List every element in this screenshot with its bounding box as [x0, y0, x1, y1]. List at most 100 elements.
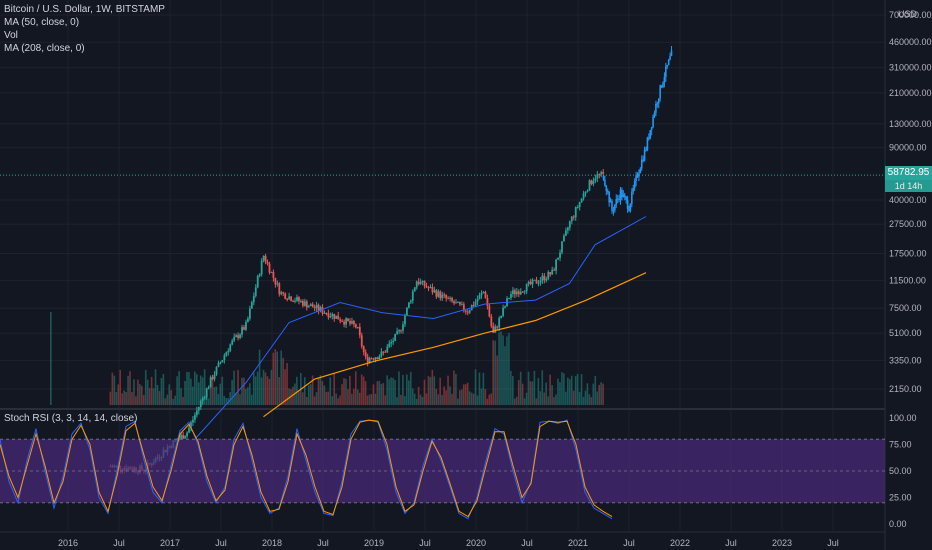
projection-candle [604, 179, 606, 186]
candle [331, 313, 334, 317]
candle [392, 340, 395, 343]
price-axis[interactable]: 700000.00 460000.00 310000.00 210000.00 1300… [889, 10, 932, 529]
candle [364, 352, 367, 357]
volume-bar [309, 384, 312, 405]
volume-bar [421, 396, 424, 405]
volume-bar [298, 391, 300, 405]
candle [576, 206, 579, 208]
candle [250, 302, 253, 309]
candle [478, 295, 481, 300]
volume-bar [419, 394, 422, 405]
candle [492, 326, 495, 333]
projection-candle [602, 175, 605, 180]
volume-bar [506, 336, 508, 405]
candle [258, 274, 261, 276]
volume-bar [472, 393, 475, 405]
volume-bar [178, 371, 180, 405]
volume-bar [329, 377, 332, 405]
candle [284, 293, 287, 299]
volume-bar [168, 384, 171, 405]
volume-bar [464, 384, 467, 405]
volume-bar [247, 387, 249, 405]
candle [464, 310, 467, 312]
candle [353, 321, 355, 325]
volume-bar [411, 388, 414, 405]
volume-bar [195, 374, 198, 405]
stoch-rsi-legend[interactable]: Stoch RSI (3, 3, 14, 14, close) [4, 413, 138, 424]
candle [406, 307, 408, 316]
ma208-legend[interactable]: MA (208, close, 0) [4, 43, 85, 54]
time-tick: Jul [827, 538, 839, 548]
candle [592, 180, 595, 185]
candle [537, 282, 540, 284]
candle [404, 315, 406, 325]
candle [333, 313, 336, 319]
volume-bar [349, 375, 351, 405]
volume-bar [252, 371, 255, 405]
projection-candle [639, 168, 642, 174]
time-tick: 2019 [364, 538, 384, 548]
vol-legend[interactable]: Vol [4, 30, 18, 41]
projection-candle [631, 191, 633, 204]
candle [394, 333, 397, 341]
candle [337, 315, 340, 320]
volume-bar [280, 350, 282, 405]
volume-bar [470, 392, 473, 405]
candle [229, 344, 232, 351]
candle [584, 191, 587, 194]
candle [523, 291, 526, 293]
candle [500, 315, 503, 319]
volume-bar [154, 369, 157, 405]
rsi-tick: 50.00 [889, 466, 912, 476]
projection-candle [633, 181, 636, 189]
volume-bar [256, 371, 259, 405]
candle [241, 327, 243, 335]
volume-bar [317, 378, 320, 405]
time-axis[interactable]: 2016 Jul 2017 Jul 2018 Jul 2019 Jul 2020 Jul 2021 J… [58, 538, 839, 548]
volume-bar [254, 376, 257, 405]
volume-bar [235, 392, 237, 405]
price-tick: 310000.00 [889, 63, 932, 73]
volume-bar [460, 389, 463, 405]
candle [260, 260, 263, 275]
candle [508, 297, 510, 299]
symbol-title[interactable]: Bitcoin / U.S. Dollar, 1W, BITSTAMP [4, 4, 165, 15]
candle [555, 259, 558, 271]
candle [376, 357, 379, 359]
volume-bar [557, 378, 559, 405]
candle [390, 342, 393, 344]
candle [398, 330, 400, 332]
candle [396, 331, 399, 334]
volume-bar [441, 394, 443, 405]
candle [451, 297, 453, 302]
price-tick: 130000.00 [889, 119, 932, 129]
projection-candle [669, 56, 671, 60]
volume-bar [476, 395, 479, 405]
volume-bar [229, 392, 231, 405]
candle [596, 174, 599, 179]
candle [547, 272, 550, 279]
volume-bar [398, 371, 400, 405]
candle [199, 401, 202, 407]
price-tick: 2150.00 [889, 384, 922, 394]
volume-bar [225, 398, 228, 405]
volume-bar [335, 393, 337, 405]
volume-bar [213, 387, 216, 405]
volume-bar [274, 349, 277, 405]
candle [188, 427, 190, 433]
volume-bar [459, 390, 461, 405]
volume-bar [141, 385, 143, 405]
volume-bar [427, 376, 430, 405]
volume-bar [319, 375, 322, 405]
projection-candle [606, 191, 609, 193]
ma50-legend[interactable]: MA (50, close, 0) [4, 17, 80, 28]
volume-bar [574, 376, 577, 405]
projection-candle [614, 204, 616, 211]
candle [272, 272, 275, 278]
projection-candle [623, 194, 626, 197]
volume-bar [529, 381, 532, 405]
candle [237, 335, 239, 339]
volume-bar [137, 379, 139, 405]
volume-bar [549, 374, 551, 405]
